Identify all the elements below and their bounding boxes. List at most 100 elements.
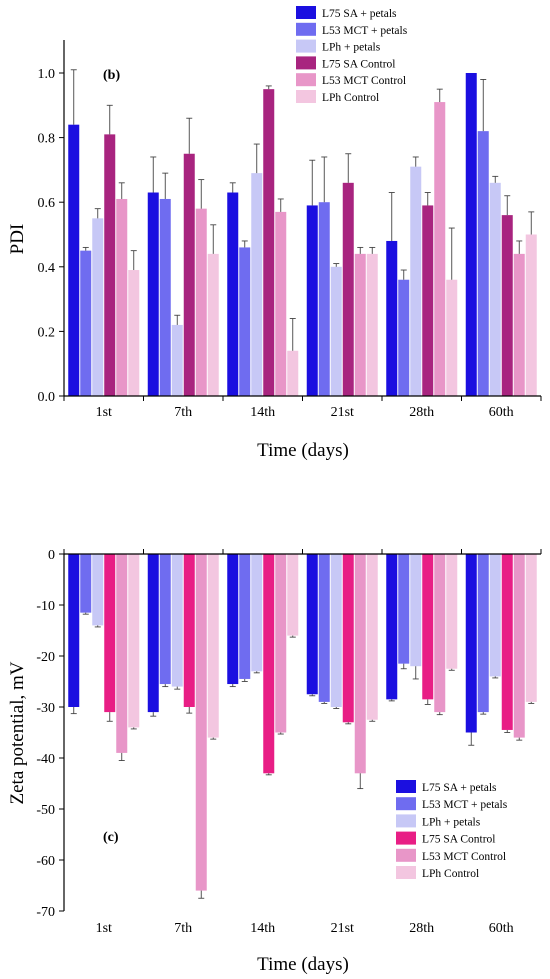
b-bar xyxy=(366,253,378,396)
b-bar xyxy=(147,192,159,396)
b-bar xyxy=(251,173,263,396)
b-y-tick-label: 0.6 xyxy=(38,196,56,211)
b-bar xyxy=(80,250,92,396)
c-bar xyxy=(330,554,342,707)
c-bar xyxy=(422,554,434,700)
zeta-x-axis-title: Time (days) xyxy=(257,954,349,975)
b-bar xyxy=(92,218,104,396)
b-bar xyxy=(513,253,525,396)
c-bar xyxy=(195,554,207,891)
b-bar xyxy=(104,134,116,396)
c-bar xyxy=(525,554,537,702)
pdi-x-axis-title: Time (days) xyxy=(257,440,349,461)
c-x-tick-label: 21st xyxy=(331,921,354,936)
c-bar xyxy=(306,554,318,695)
c-y-tick-label: 0 xyxy=(48,548,55,563)
b-x-tick-label: 14th xyxy=(250,405,275,420)
c-bar xyxy=(318,554,330,702)
c-legend-label: L75 SA Control xyxy=(422,834,495,846)
zeta-legend: L75 SA + petals L53 MCT + petals LPh + pet… xyxy=(396,780,508,880)
c-bar xyxy=(354,554,366,774)
c-y-tick-label: -20 xyxy=(36,650,55,665)
b-bar xyxy=(501,215,513,396)
c-legend-label: LPh + petals xyxy=(422,816,481,828)
c-bar xyxy=(477,554,489,713)
c-bar xyxy=(287,554,299,636)
b-y-tick-label: 0.2 xyxy=(38,325,56,340)
c-bar xyxy=(434,554,446,713)
b-bar xyxy=(171,324,183,396)
b-bar xyxy=(207,253,219,396)
c-legend-label: L75 SA + petals xyxy=(422,782,497,794)
b-y-tick-label: 0.8 xyxy=(38,132,56,147)
pdi-ticks: 0.0 0.2 0.4 0.6 0.8 1.0 1st 7th 14th 21st 28th 60th xyxy=(38,67,542,420)
c-legend-swatch xyxy=(396,831,416,845)
c-bar xyxy=(342,554,354,723)
c-y-tick-label: -60 xyxy=(36,854,55,869)
b-bar xyxy=(287,350,299,396)
pdi-chart: 0.0 0.2 0.4 0.6 0.8 1.0 1st 7th 14th 21st 28th 60th… xyxy=(7,6,542,461)
c-bar xyxy=(489,554,501,677)
c-bar xyxy=(183,554,195,707)
b-legend-label: L53 MCT + petals xyxy=(322,25,408,37)
zeta-y-axis-title: Zeta potential, mV xyxy=(7,661,28,804)
c-bar xyxy=(68,554,80,707)
b-bar xyxy=(159,198,171,396)
b-legend-swatch xyxy=(296,56,316,70)
b-legend-swatch xyxy=(296,22,316,36)
c-y-tick-label: -40 xyxy=(36,752,55,767)
c-bar xyxy=(446,554,458,669)
b-legend-label: L75 SA Control xyxy=(322,58,395,70)
b-bar xyxy=(330,266,342,396)
c-bar xyxy=(263,554,275,774)
c-legend-swatch xyxy=(396,848,416,862)
zeta-chart: 0 -10 -20 -30 -40 -50 -60 -70 1st 7th 14th 21st 28th… xyxy=(7,548,542,975)
b-bar xyxy=(398,279,410,396)
c-bar xyxy=(275,554,287,733)
c-y-tick-label: -10 xyxy=(36,599,55,614)
b-x-tick-label: 28th xyxy=(409,405,434,420)
b-bar xyxy=(386,240,398,396)
b-bar xyxy=(68,124,80,397)
b-bar xyxy=(318,202,330,396)
c-bar xyxy=(207,554,219,738)
c-bar xyxy=(386,554,398,700)
b-legend-label: L53 MCT Control xyxy=(322,75,406,87)
b-legend-swatch xyxy=(296,39,316,53)
b-bar xyxy=(263,89,275,397)
c-bar xyxy=(128,554,140,728)
c-legend-swatch xyxy=(396,780,416,793)
c-y-tick-label: -50 xyxy=(36,803,55,818)
b-bar xyxy=(410,166,422,396)
b-bar xyxy=(477,131,489,396)
c-bar xyxy=(227,554,239,685)
c-x-tick-label: 14th xyxy=(250,921,275,936)
b-x-tick-label: 21st xyxy=(331,405,354,420)
zeta-ticks: 0 -10 -20 -30 -40 -50 -60 -70 1st 7th 14th 21st 28th… xyxy=(36,548,542,936)
c-bar xyxy=(92,554,104,626)
c-legend-label: LPh Control xyxy=(422,868,479,880)
c-x-tick-label: 1st xyxy=(96,921,112,936)
b-bar xyxy=(227,192,239,396)
b-x-tick-label: 60th xyxy=(489,405,514,420)
b-bar xyxy=(422,205,434,396)
zeta-bars xyxy=(68,554,537,899)
c-y-tick-label: -30 xyxy=(36,701,55,716)
c-legend-swatch xyxy=(396,797,416,811)
b-bar xyxy=(239,247,251,396)
c-x-tick-label: 60th xyxy=(489,921,514,936)
b-bar xyxy=(446,279,458,396)
zeta-panel-label: (c) xyxy=(103,830,119,845)
b-legend-swatch xyxy=(296,73,316,87)
pdi-bars xyxy=(68,69,537,397)
c-bar xyxy=(159,554,171,685)
b-bar xyxy=(116,198,128,396)
c-bar xyxy=(398,554,410,664)
b-bar xyxy=(195,208,207,396)
b-legend-label: L75 SA + petals xyxy=(322,8,397,20)
b-y-tick-label: 0.4 xyxy=(38,261,56,276)
b-bar xyxy=(354,253,366,396)
c-y-tick-label: -70 xyxy=(36,905,55,920)
b-y-tick-label: 0.0 xyxy=(38,390,56,405)
c-x-tick-label: 7th xyxy=(174,921,192,936)
